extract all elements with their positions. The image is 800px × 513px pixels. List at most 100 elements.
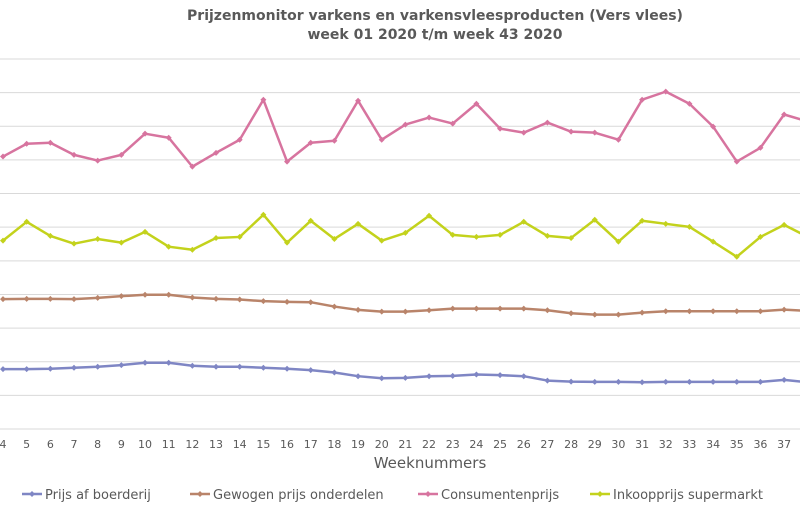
data-point xyxy=(591,129,598,136)
data-point xyxy=(213,234,220,241)
data-point xyxy=(355,97,362,104)
data-point xyxy=(260,298,267,305)
data-point xyxy=(686,308,693,315)
legend-label: Prijs af boerderij xyxy=(45,488,151,503)
x-tick-label: 12 xyxy=(185,438,199,451)
data-point xyxy=(757,233,764,240)
data-point xyxy=(781,111,788,118)
x-tick-label: 5 xyxy=(23,438,30,451)
x-tick-label: 30 xyxy=(611,438,625,451)
series-prijs-af-boerderij xyxy=(0,359,800,386)
data-point xyxy=(331,303,338,310)
legend-item: Consumentenprijs xyxy=(418,488,559,503)
legend-marker xyxy=(425,491,431,497)
data-point xyxy=(23,140,30,147)
data-point xyxy=(142,130,149,137)
data-point xyxy=(426,307,433,314)
data-point xyxy=(165,359,172,366)
data-point xyxy=(544,377,551,384)
legend-marker xyxy=(29,491,35,497)
data-point xyxy=(307,367,314,374)
data-point xyxy=(497,305,504,312)
data-point xyxy=(710,238,717,245)
x-tick-label: 6 xyxy=(47,438,54,451)
data-point xyxy=(47,295,54,302)
data-point xyxy=(639,96,646,103)
data-point xyxy=(307,299,314,306)
data-point xyxy=(733,378,740,385)
data-point xyxy=(402,374,409,381)
x-tick-label: 33 xyxy=(682,438,696,451)
data-point xyxy=(94,157,101,164)
data-point xyxy=(71,364,78,371)
data-point xyxy=(378,375,385,382)
data-point xyxy=(378,136,385,143)
data-point xyxy=(236,136,243,143)
x-tick-label: 31 xyxy=(635,438,649,451)
data-point xyxy=(686,223,693,230)
data-point xyxy=(733,253,740,260)
data-point xyxy=(710,378,717,385)
series-inkoopprijs-supermarkt xyxy=(0,211,800,260)
x-tick-label: 26 xyxy=(517,438,531,451)
data-point xyxy=(284,298,291,305)
data-point xyxy=(639,309,646,316)
data-point xyxy=(118,151,125,158)
data-point xyxy=(544,232,551,239)
data-point xyxy=(284,239,291,246)
x-tick-label: 20 xyxy=(375,438,389,451)
data-point xyxy=(94,363,101,370)
data-point xyxy=(23,366,30,373)
data-point xyxy=(165,243,172,250)
legend-item: Prijs af boerderij xyxy=(22,488,151,503)
data-point xyxy=(118,293,125,300)
x-tick-label: 15 xyxy=(256,438,270,451)
data-point xyxy=(189,163,196,170)
data-point xyxy=(781,376,788,383)
data-point xyxy=(378,237,385,244)
data-point xyxy=(402,308,409,315)
data-point xyxy=(639,217,646,224)
data-point xyxy=(47,232,54,239)
data-point xyxy=(331,369,338,376)
data-point xyxy=(568,234,575,241)
x-tick-label: 11 xyxy=(162,438,176,451)
x-tick-label: 28 xyxy=(564,438,578,451)
data-point xyxy=(402,229,409,236)
data-point xyxy=(473,305,480,312)
data-point xyxy=(236,296,243,303)
data-point xyxy=(615,238,622,245)
data-point xyxy=(260,211,267,218)
x-tick-label: 7 xyxy=(71,438,78,451)
data-point xyxy=(189,294,196,301)
series-gewogen-prijs-onderdelen xyxy=(0,291,800,318)
data-point xyxy=(757,378,764,385)
legend: Prijs af boerderij Gewogen prijs onderdel… xyxy=(22,488,763,503)
x-tick-label: 19 xyxy=(351,438,365,451)
data-point xyxy=(733,308,740,315)
x-tick-label: 18 xyxy=(327,438,341,451)
data-point xyxy=(591,216,598,223)
data-point xyxy=(165,134,172,141)
data-point xyxy=(236,233,243,240)
data-point xyxy=(142,228,149,235)
data-point xyxy=(260,364,267,371)
data-point xyxy=(189,246,196,253)
data-point xyxy=(449,305,456,312)
data-point xyxy=(686,378,693,385)
data-point xyxy=(757,144,764,151)
data-point xyxy=(615,311,622,318)
data-point xyxy=(449,231,456,238)
data-point xyxy=(520,218,527,225)
data-point xyxy=(710,123,717,130)
data-point xyxy=(426,212,433,219)
data-point xyxy=(118,239,125,246)
data-point xyxy=(497,231,504,238)
data-point xyxy=(520,129,527,136)
series-line xyxy=(2,213,800,259)
legend-marker xyxy=(597,491,603,497)
chart-subtitle: week 01 2020 t/m week 43 2020 xyxy=(307,27,563,43)
data-point xyxy=(71,296,78,303)
x-tick-label: 29 xyxy=(588,438,602,451)
